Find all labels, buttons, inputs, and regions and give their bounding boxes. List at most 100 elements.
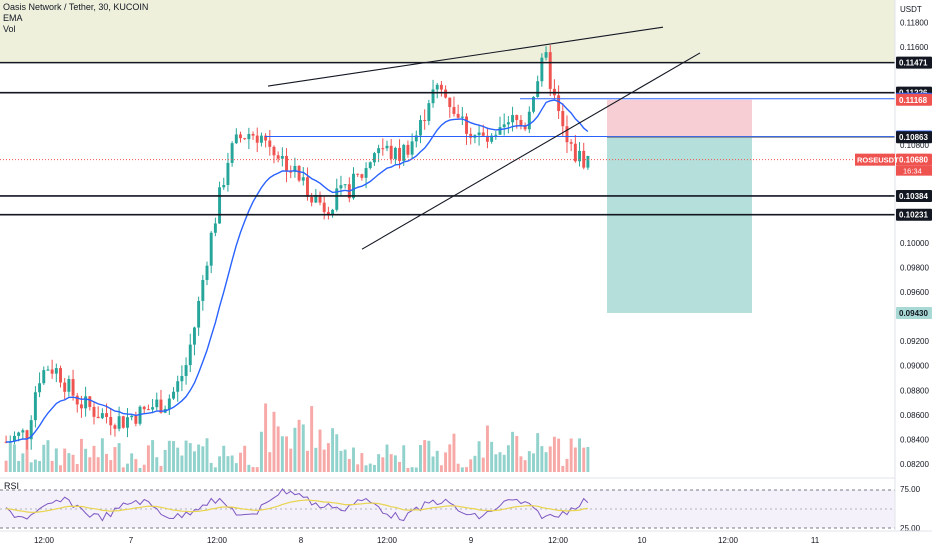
- volume-bar: [176, 447, 180, 472]
- candle-body: [435, 84, 439, 90]
- time-tick: 10: [638, 536, 647, 545]
- volume-bar: [79, 438, 83, 472]
- candle-layer: [4, 45, 590, 450]
- candle-body: [180, 376, 184, 382]
- candle-body: [192, 327, 196, 345]
- volume-bar: [439, 465, 443, 472]
- candle-body: [389, 145, 393, 159]
- candle-body: [197, 300, 201, 328]
- candle-body: [527, 111, 531, 130]
- volume-bar: [239, 452, 242, 472]
- lower-trendline[interactable]: [361, 52, 701, 250]
- candle-body: [561, 111, 565, 127]
- rsi-label[interactable]: RSI: [4, 481, 19, 491]
- candle-body: [276, 155, 280, 159]
- time-tick: 7: [129, 536, 134, 545]
- symbol-title[interactable]: Oasis Network / Tether, 30, KUCOIN: [3, 2, 149, 12]
- price-tick: 0.08600: [900, 411, 929, 420]
- volume-bar: [293, 427, 297, 472]
- candle-body: [92, 406, 96, 417]
- volume-bar: [289, 448, 293, 472]
- candle-body: [452, 107, 456, 114]
- price-label[interactable]: 0.11471: [899, 59, 928, 68]
- candle-body: [184, 365, 188, 377]
- volume-bar: [485, 425, 489, 472]
- symbol-tag[interactable]: ROSEUSDT: [857, 156, 899, 165]
- price-label[interactable]: 0.10384: [899, 192, 928, 201]
- candle-body: [218, 187, 222, 224]
- volume-bar: [251, 467, 255, 472]
- volume-bar: [372, 464, 376, 472]
- volume-bar: [406, 467, 410, 472]
- price-label-tag[interactable]: [896, 56, 932, 69]
- price-label[interactable]: 0.10231: [899, 211, 928, 220]
- price-label-tag[interactable]: [896, 189, 932, 202]
- upper-zone: [0, 0, 895, 63]
- volume-bar: [347, 459, 351, 472]
- symbol-tag-box[interactable]: [855, 153, 895, 166]
- volume-bar: [230, 455, 234, 472]
- candle-body: [113, 425, 117, 429]
- volume-bar: [17, 460, 21, 472]
- candle-body: [335, 188, 339, 210]
- candle-body: [17, 432, 21, 436]
- candle-body: [297, 165, 301, 181]
- volume-bar: [532, 453, 535, 472]
- price-label-tag[interactable]: [896, 208, 932, 221]
- time-axis[interactable]: 12:00 7 12:00 8 12:00 9 12:00 10 12:00 11: [0, 530, 932, 545]
- upper-trendline[interactable]: [267, 26, 664, 87]
- volume-bar: [92, 445, 96, 472]
- candle-body: [96, 416, 100, 419]
- candle-body: [565, 126, 569, 143]
- volume-bar: [130, 453, 134, 472]
- volume-bar: [586, 446, 590, 472]
- volume-bar: [385, 444, 389, 472]
- candle-body: [485, 135, 489, 142]
- volume-bar: [419, 445, 422, 472]
- price-axis[interactable]: USDT 0.11800 0.11600 0.10800 0.10000 0.09800 0…: [855, 0, 932, 550]
- candle-body: [356, 173, 360, 175]
- candle-body: [368, 162, 372, 169]
- candle-body: [159, 399, 163, 413]
- price-label-tag[interactable]: [896, 306, 932, 319]
- rsi-line: [5, 488, 589, 522]
- volume-bar: [473, 455, 477, 472]
- candle-body: [519, 119, 523, 126]
- take-profit-zone[interactable]: [607, 137, 752, 313]
- volume-bar: [272, 411, 276, 472]
- price-label-tag[interactable]: [896, 131, 932, 144]
- price-label-tag[interactable]: [896, 153, 932, 166]
- vol-indicator-label[interactable]: Vol: [3, 24, 16, 34]
- price-tick: 0.09600: [900, 288, 929, 297]
- price-label-tag[interactable]: [896, 93, 932, 106]
- volume-bar: [444, 452, 448, 472]
- candle-body: [134, 415, 138, 424]
- stop-loss-zone[interactable]: [607, 99, 752, 138]
- price-label[interactable]: 0.09430: [899, 309, 928, 318]
- ema-indicator-label[interactable]: EMA: [3, 13, 23, 23]
- price-label[interactable]: 0.11168: [899, 96, 928, 105]
- volume-bar: [364, 465, 368, 472]
- volume-bar: [33, 459, 37, 472]
- candle-body: [100, 413, 104, 419]
- volume-bar: [38, 461, 42, 472]
- volume-bar: [398, 461, 402, 472]
- price-label[interactable]: 0.10863: [899, 133, 928, 142]
- candle-body: [318, 194, 322, 203]
- volume-bar: [105, 453, 109, 472]
- trendline-layer[interactable]: [0, 26, 895, 250]
- volume-bar: [8, 441, 12, 472]
- candle-body: [201, 279, 205, 301]
- candle-body: [536, 81, 540, 97]
- volume-bar: [226, 456, 230, 472]
- volume-bar: [63, 448, 67, 472]
- volume-bar: [498, 452, 502, 472]
- candle-body: [259, 135, 263, 143]
- price-label[interactable]: 0.10680: [899, 156, 928, 165]
- volume-bar: [71, 454, 75, 472]
- candle-body: [54, 368, 58, 374]
- candle-body: [130, 415, 134, 418]
- volume-bar: [142, 464, 146, 472]
